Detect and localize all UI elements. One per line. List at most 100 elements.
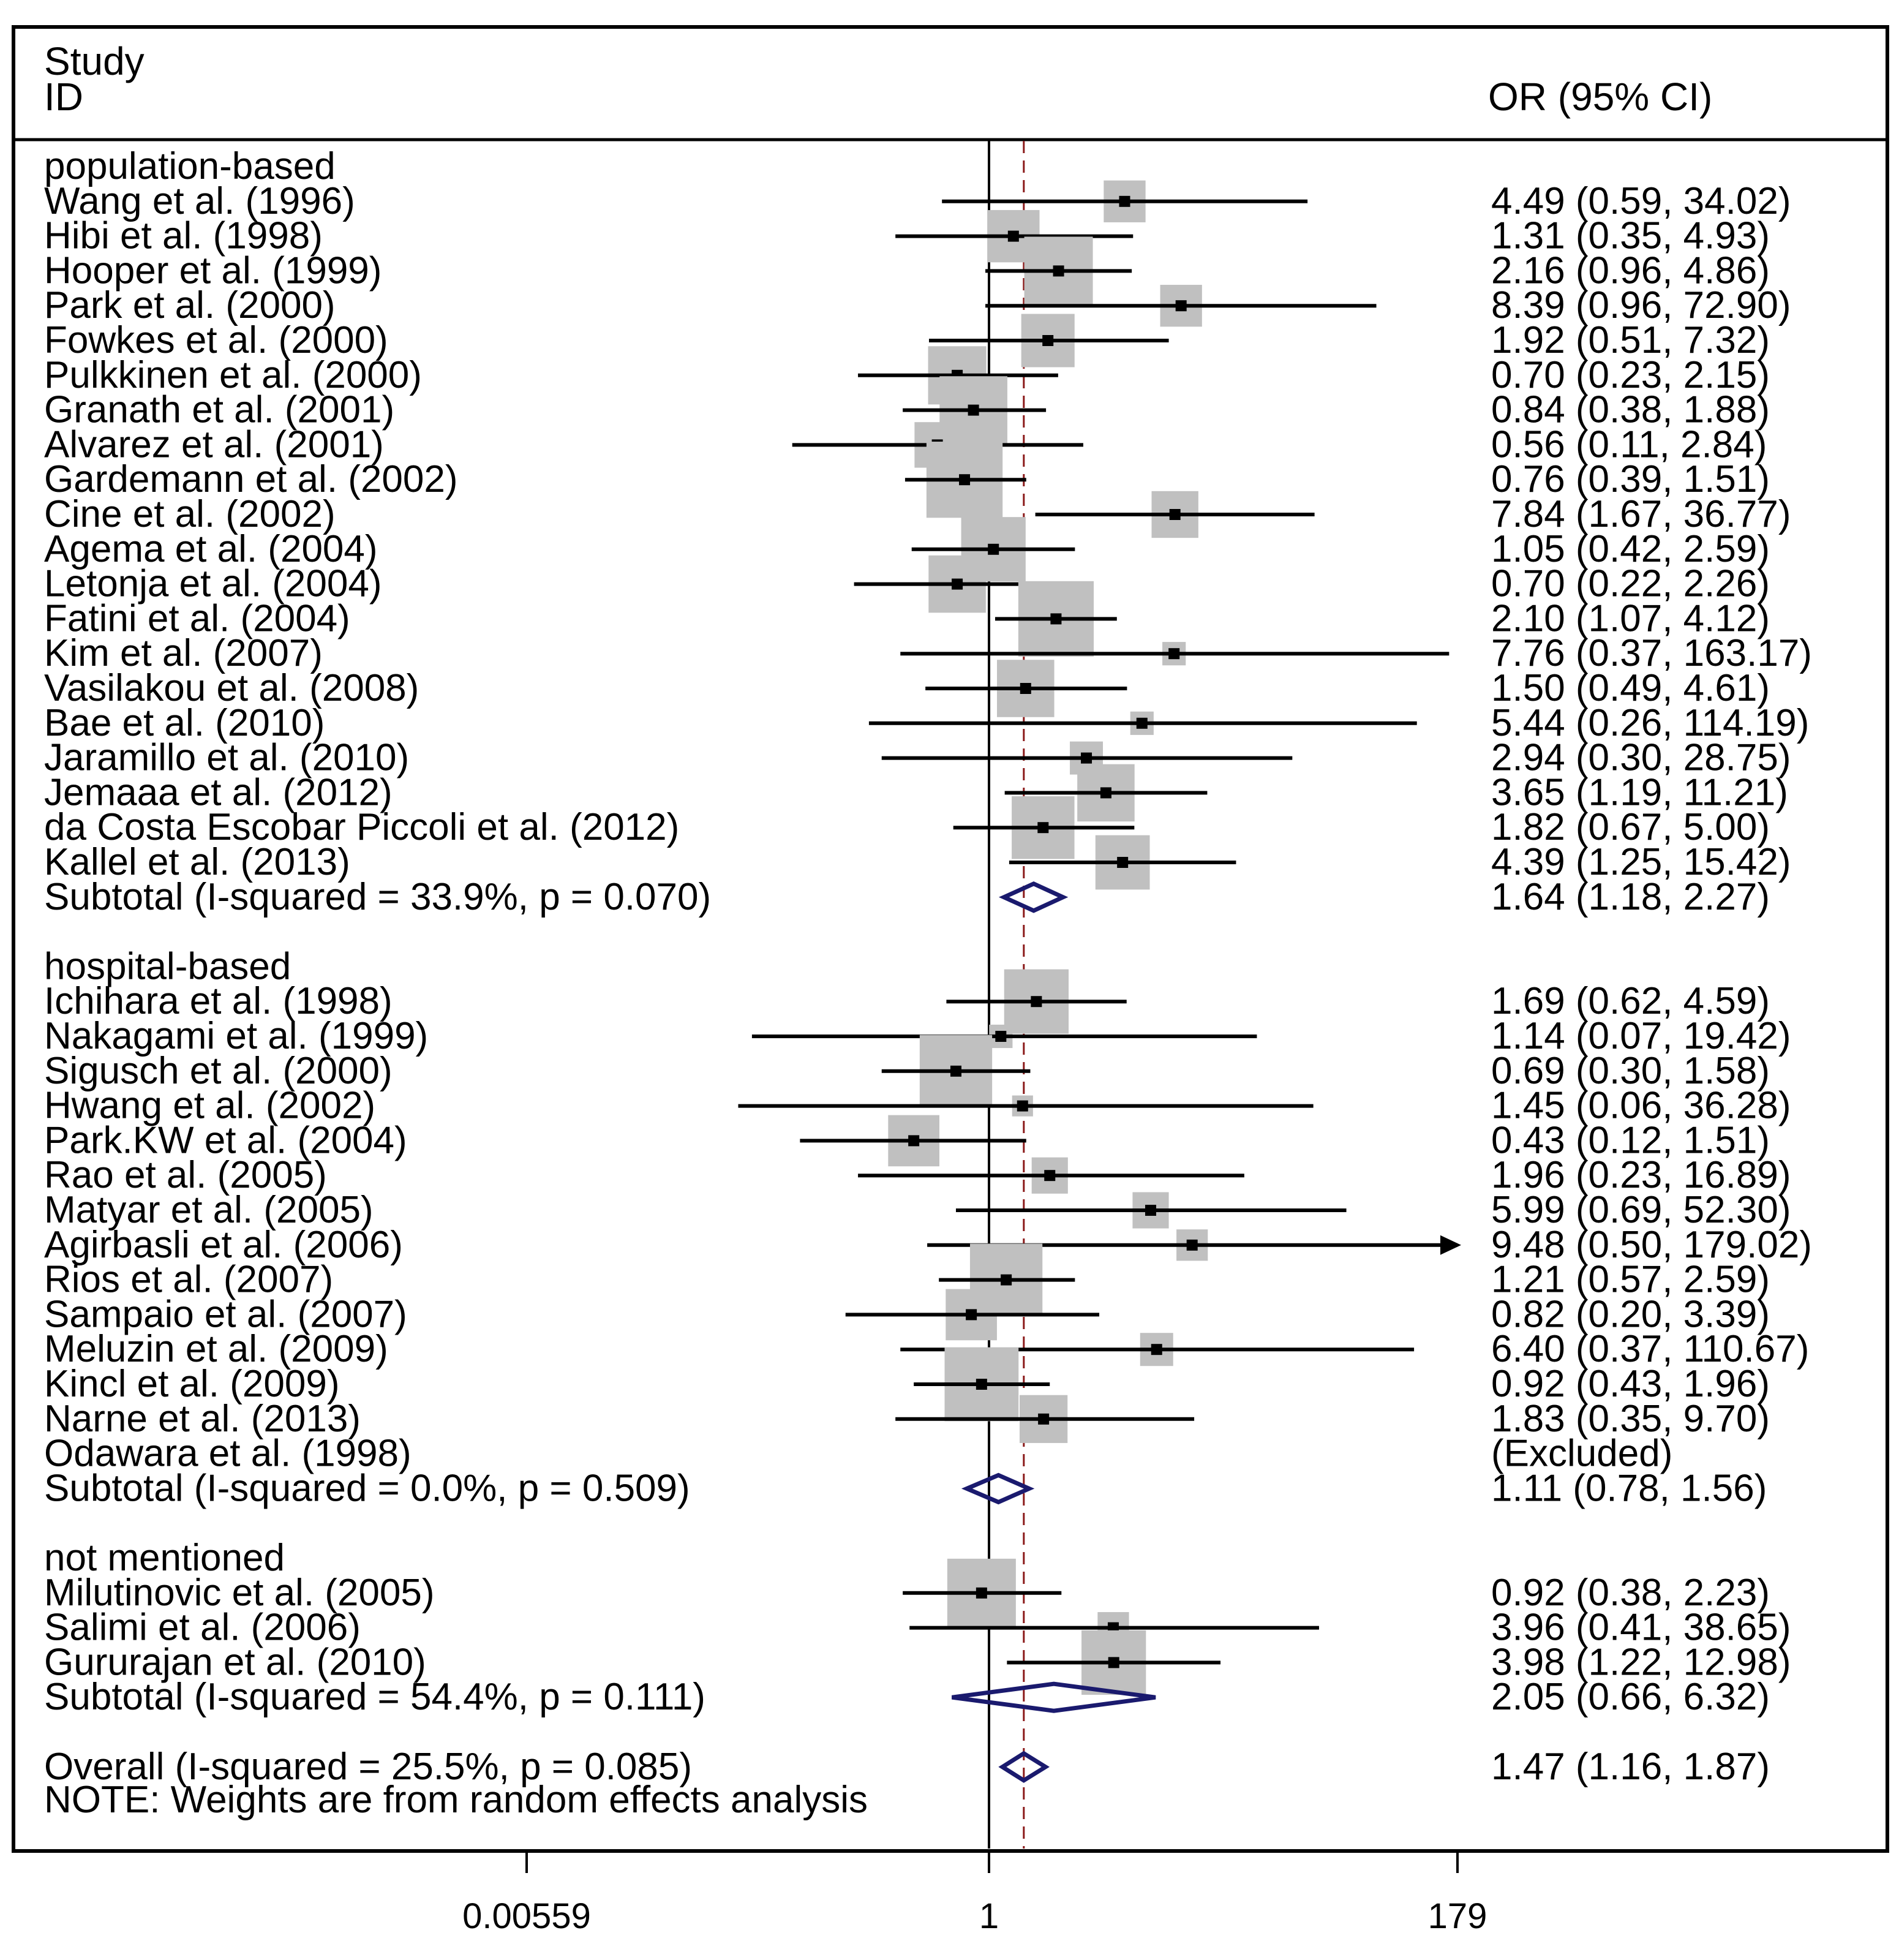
- x-axis: 0.00559 1 179: [13, 1849, 1887, 1936]
- study-point-estimate: [1050, 613, 1062, 625]
- study-point-estimate: [1175, 300, 1187, 312]
- study-ci-text: 3.96 (0.41, 38.65): [1491, 1607, 1791, 1649]
- study-point-estimate: [1044, 1170, 1056, 1182]
- study-label: Rao et al. (2005): [44, 1154, 327, 1196]
- study-ci-text: 1.92 (0.51, 7.32): [1491, 319, 1770, 361]
- study-point-estimate: [966, 1309, 977, 1321]
- study-ci-text: 3.65 (1.19, 11.21): [1491, 771, 1788, 813]
- study-ci-text: 9.48 (0.50, 179.02): [1491, 1224, 1812, 1266]
- study-label: Rios et al. (2007): [44, 1259, 333, 1301]
- study-ci-text: 0.76 (0.39, 1.51): [1491, 458, 1770, 500]
- study-ci-text: 3.98 (1.22, 12.98): [1491, 1641, 1791, 1683]
- study-ci-text: 4.39 (1.25, 15.42): [1491, 841, 1791, 883]
- study-point-estimate: [1037, 822, 1049, 834]
- study-label: Park et al. (2000): [44, 284, 336, 326]
- study-point-estimate: [1038, 1413, 1050, 1425]
- study-label: Pulkkinen et al. (2000): [44, 354, 422, 396]
- study-point-estimate: [952, 578, 963, 590]
- study-ci-text: 1.83 (0.35, 9.70): [1491, 1398, 1770, 1440]
- study-ci-text: 1.05 (0.42, 2.59): [1491, 528, 1770, 570]
- study-ci-text: 1.96 (0.23, 16.89): [1491, 1154, 1791, 1196]
- study-label: Park.KW et al. (2004): [44, 1119, 407, 1161]
- study-point-estimate: [1117, 857, 1129, 868]
- group-title: not mentioned: [44, 1537, 285, 1579]
- study-point-estimate: [908, 1135, 920, 1147]
- study-ci-text: 2.16 (0.96, 4.86): [1491, 249, 1770, 292]
- study-label: Gururajan et al. (2010): [44, 1641, 426, 1683]
- study-point-estimate: [1007, 230, 1019, 242]
- study-label: Salimi et al. (2006): [44, 1607, 361, 1649]
- study-label: Matyar et al. (2005): [44, 1189, 374, 1231]
- subtotal-label: Subtotal (I-squared = 33.9%, p = 0.070): [44, 876, 711, 918]
- study-ci-text: 2.94 (0.30, 28.75): [1491, 737, 1791, 779]
- study-point-estimate: [1081, 752, 1092, 764]
- study-point-estimate: [1042, 335, 1054, 346]
- study-label: Hwang et al. (2002): [44, 1085, 375, 1127]
- study-label: Sampaio et al. (2007): [44, 1293, 407, 1335]
- study-point-estimate: [959, 474, 971, 486]
- study-label: da Costa Escobar Piccoli et al. (2012): [44, 806, 679, 848]
- study-point-estimate: [988, 543, 999, 555]
- study-label: Jemaaa et al. (2012): [44, 771, 393, 813]
- study-label: Letonja et al. (2004): [44, 563, 382, 605]
- study-label: Alvarez et al. (2001): [44, 423, 384, 466]
- subtotal-ci-text: 1.11 (0.78, 1.56): [1491, 1467, 1767, 1509]
- study-ci-text: 1.45 (0.06, 36.28): [1491, 1085, 1791, 1127]
- study-point-estimate: [1186, 1239, 1198, 1251]
- header-id: ID: [44, 75, 83, 119]
- study-label: Kincl et al. (2009): [44, 1363, 339, 1405]
- study-point-estimate: [1145, 1205, 1156, 1216]
- study-ci-text: 1.14 (0.07, 19.42): [1491, 1015, 1791, 1057]
- group-title: population-based: [44, 145, 336, 187]
- study-label: Cine et al. (2002): [44, 493, 336, 535]
- overall-ci-text: 1.47 (1.16, 1.87): [1491, 1746, 1770, 1788]
- subtotal-label: Subtotal (I-squared = 0.0%, p = 0.509): [44, 1467, 690, 1509]
- subtotal-diamond: [961, 1472, 1035, 1505]
- study-ci-text: 5.99 (0.69, 52.30): [1491, 1189, 1791, 1231]
- study-label: Bae et al. (2010): [44, 702, 325, 744]
- x-tick-label: 1: [979, 1896, 999, 1936]
- study-point-estimate: [1100, 787, 1111, 799]
- study-ci-text: 1.21 (0.57, 2.59): [1491, 1259, 1770, 1301]
- study-label: Milutinovic et al. (2005): [44, 1572, 435, 1614]
- study-point-estimate: [976, 1379, 987, 1390]
- study-ci-text: 1.82 (0.67, 5.00): [1491, 806, 1770, 848]
- study-ci-text: 8.39 (0.96, 72.90): [1491, 284, 1791, 326]
- subtotal-diamond: [952, 1681, 1156, 1713]
- study-point-estimate: [1168, 648, 1180, 660]
- study-point-estimate: [1169, 509, 1181, 520]
- x-tick-label: 179: [1428, 1896, 1487, 1936]
- group-title: hospital-based: [44, 945, 291, 987]
- study-ci-text: 7.84 (1.67, 36.77): [1491, 493, 1791, 535]
- study-label: Fatini et al. (2004): [44, 597, 350, 639]
- study-point-estimate: [976, 1587, 987, 1599]
- study-label: Agirbasli et al. (2006): [44, 1224, 403, 1266]
- study-label: Agema et al. (2004): [44, 528, 378, 570]
- study-label: Kallel et al. (2013): [44, 841, 350, 883]
- study-label: Gardemann et al. (2002): [44, 458, 458, 500]
- study-point-estimate: [1001, 1274, 1012, 1286]
- study-label: Odawara et al. (1998): [44, 1433, 412, 1475]
- study-label: Hooper et al. (1999): [44, 249, 382, 292]
- header-or-ci: OR (95% CI): [1488, 75, 1712, 119]
- study-point-estimate: [1136, 717, 1148, 729]
- study-ci-text: 0.70 (0.23, 2.15): [1491, 354, 1770, 396]
- study-label: Granath et al. (2001): [44, 389, 394, 431]
- study-ci-text: 0.84 (0.38, 1.88): [1491, 389, 1770, 431]
- subtotal-diamond: [998, 881, 1069, 913]
- study-ci-text: 7.76 (0.37, 163.17): [1491, 632, 1812, 674]
- overall-diamond: [998, 1751, 1050, 1783]
- study-ci-text: 4.49 (0.59, 34.02): [1491, 180, 1791, 222]
- study-label: Jaramillo et al. (2010): [44, 737, 409, 779]
- x-tick-label: 0.00559: [462, 1896, 591, 1936]
- study-ci-text: 0.70 (0.22, 2.26): [1491, 563, 1770, 605]
- study-ci-text: 0.92 (0.38, 2.23): [1491, 1572, 1770, 1614]
- study-label: Narne et al. (2013): [44, 1398, 361, 1440]
- study-label: Wang et al. (1996): [44, 180, 355, 222]
- ci-arrow-icon: [1440, 1235, 1461, 1255]
- study-ci-text: 0.92 (0.43, 1.96): [1491, 1363, 1770, 1405]
- study-point-estimate: [1017, 1100, 1028, 1112]
- study-label: Vasilakou et al. (2008): [44, 667, 419, 709]
